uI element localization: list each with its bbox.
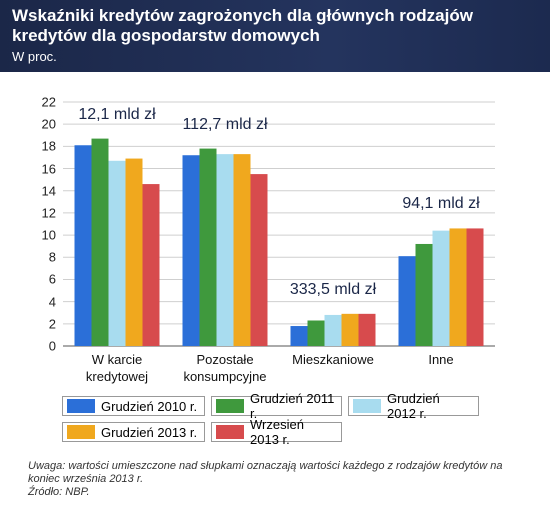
y-tick-label: 12 <box>41 205 56 221</box>
bar <box>358 313 376 346</box>
legend-swatch <box>67 425 95 439</box>
bar <box>142 184 160 346</box>
legend-label: Wrzesień 2013 r. <box>250 417 304 447</box>
legend-label: Grudzień 2010 r. <box>101 398 198 414</box>
y-tick-label: 4 <box>48 294 56 310</box>
y-tick-label: 14 <box>41 183 56 199</box>
bar <box>290 326 308 346</box>
bar <box>250 174 268 346</box>
x-tick-label: Inne <box>428 352 454 367</box>
legend-item: Grudzień 2010 r. <box>62 396 205 416</box>
bar <box>91 138 109 346</box>
bar <box>415 243 433 346</box>
annotation: 333,5 mld zł <box>289 280 377 298</box>
y-tick-label: 10 <box>41 227 56 243</box>
x-tick-label: Mieszkaniowe <box>292 352 374 367</box>
annotation: 112,7 mld zł <box>182 115 268 133</box>
y-tick-label: 22 <box>41 94 56 110</box>
legend-item: Grudzień 2012 r. <box>348 391 479 421</box>
legend-label: Grudzień 2013 r. <box>101 424 198 440</box>
annotation: 12,1 mld zł <box>78 105 156 123</box>
legend-swatch <box>67 399 95 413</box>
y-tick-label: 8 <box>48 249 56 265</box>
x-tick-label: W karcie kredytowej <box>85 352 149 384</box>
bar <box>324 314 342 346</box>
legend-swatch <box>353 399 381 413</box>
y-tick-label: 20 <box>41 116 56 132</box>
footnote: Uwaga: wartości umieszczone nad słupkami… <box>28 460 503 485</box>
legend-label: Grudzień 2012 r. <box>387 391 440 421</box>
legend-swatch <box>216 399 244 413</box>
legend: Grudzień 2010 r. Grudzień 2011 r. Grudzień… <box>62 391 502 447</box>
bar <box>449 228 467 346</box>
bar <box>125 158 143 346</box>
legend-item: Wrzesień 2013 r. <box>211 417 342 447</box>
legend-item: Grudzień 2011 r. <box>211 391 342 421</box>
legend-swatch <box>216 425 244 439</box>
annotation: 94,1 mld zł <box>402 195 480 213</box>
bar <box>199 148 217 346</box>
header: Wskaźniki kredytów zagrożonych dla główn… <box>0 0 550 72</box>
y-tick-label: 6 <box>48 271 56 287</box>
bar <box>233 154 251 346</box>
x-tick-label: Pozostałe konsumpcyjne <box>183 352 267 384</box>
legend-label: Grudzień 2011 r. <box>250 391 335 421</box>
bar <box>466 228 484 346</box>
bar <box>216 154 234 346</box>
bar <box>108 160 126 346</box>
y-tick-label: 2 <box>48 316 56 332</box>
chart-title: Wskaźniki kredytów zagrożonych dla główn… <box>12 6 473 45</box>
bar <box>307 320 325 346</box>
bar <box>182 155 200 346</box>
y-tick-label: 18 <box>41 138 56 154</box>
y-tick-label: 0 <box>48 338 56 354</box>
bar <box>341 313 359 346</box>
source: Źródło: NBP. <box>28 486 90 498</box>
bar <box>432 230 450 346</box>
bar <box>74 145 92 346</box>
legend-item: Grudzień 2013 r. <box>62 422 205 442</box>
bar <box>398 256 416 346</box>
chart-subtitle: W proc. <box>12 49 57 64</box>
y-tick-label: 16 <box>41 161 56 177</box>
